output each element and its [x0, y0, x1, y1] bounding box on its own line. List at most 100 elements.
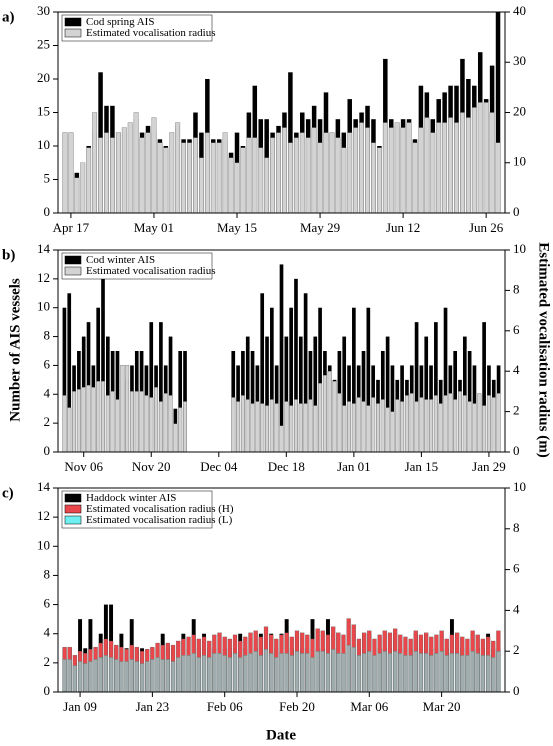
bar [149, 322, 154, 452]
bar [103, 655, 109, 693]
legend-swatch [64, 266, 82, 276]
bar [121, 127, 127, 214]
legend-label: Cod winter AIS [86, 254, 155, 266]
bar [434, 322, 438, 452]
x-tick-label: May 01 [134, 220, 174, 235]
bar [327, 371, 332, 453]
bar [181, 142, 187, 214]
bar [154, 387, 159, 453]
y2-tick-label: 10 [513, 154, 526, 169]
bar [365, 127, 370, 214]
bar [149, 397, 154, 453]
bar [76, 389, 81, 453]
bar [139, 137, 145, 214]
bar [448, 117, 453, 214]
y2-tick-label: 10 [513, 479, 526, 494]
x-axis-label: Date [266, 727, 296, 743]
x-tick-label: May 29 [300, 220, 340, 235]
bar [496, 651, 501, 693]
bar [294, 278, 298, 452]
y2-tick-label: 0 [513, 443, 520, 458]
bar [305, 137, 311, 214]
bar [371, 397, 376, 453]
panel-label: c) [2, 485, 14, 501]
y-tick-label: 2 [44, 414, 51, 429]
bar [491, 397, 496, 453]
bar [240, 395, 245, 453]
bar [134, 391, 139, 453]
bar [96, 381, 101, 453]
legend-swatch [64, 17, 82, 27]
panel-label: b) [2, 247, 15, 263]
bar [105, 336, 110, 452]
bar [467, 401, 472, 453]
bar [341, 147, 347, 214]
bar [356, 655, 362, 693]
y2-tick-label: 30 [513, 53, 526, 68]
bar [104, 132, 109, 214]
legend-label: Haddock winter AIS [86, 492, 176, 504]
y-tick-label: 0 [44, 683, 51, 698]
y-tick-label: 4 [44, 385, 51, 400]
bar [93, 659, 98, 693]
bar [317, 142, 323, 214]
bar [191, 653, 196, 693]
bar [387, 653, 393, 693]
bar [366, 307, 371, 452]
bar [77, 661, 83, 693]
bar [270, 307, 274, 452]
bar [454, 653, 460, 693]
bar [400, 127, 406, 214]
bar [186, 655, 191, 693]
bar [453, 399, 458, 453]
bar [465, 655, 470, 693]
y2-tick-label: 6 [513, 322, 520, 337]
bar [160, 659, 165, 693]
bar [139, 391, 144, 453]
bar [460, 655, 465, 693]
bar [393, 651, 398, 693]
bar [409, 393, 414, 453]
x-tick-label: Mar 20 [423, 699, 461, 714]
bar [145, 132, 151, 214]
bar [305, 653, 310, 693]
panel-label: a) [2, 9, 15, 25]
y2-tick-label: 10 [513, 241, 526, 256]
bar [170, 661, 176, 693]
bar [269, 653, 274, 693]
bar [485, 655, 491, 693]
y-tick-label: 6 [44, 356, 51, 371]
bar [352, 307, 356, 452]
bar [210, 142, 216, 214]
bar [105, 395, 110, 453]
y-tick-label: 30 [37, 3, 50, 18]
bar [313, 336, 318, 452]
bar [62, 307, 67, 452]
bar [395, 399, 400, 453]
x-tick-label: Jun 26 [469, 220, 504, 235]
bar [294, 651, 300, 693]
x-tick-label: Nov 20 [132, 459, 171, 474]
bar [382, 651, 387, 693]
bar [67, 407, 72, 453]
y2-tick-label: 4 [513, 362, 520, 377]
y-tick-label: 0 [44, 443, 51, 458]
bar [289, 307, 293, 452]
y2-tick-label: 8 [513, 520, 520, 535]
legend-box [61, 14, 213, 42]
plot-frame [57, 487, 506, 693]
y-tick-label: 20 [37, 70, 50, 85]
legend-label: Estimated vocalisation radius [86, 27, 216, 39]
bar [176, 657, 181, 693]
bar [377, 653, 382, 693]
bar [438, 403, 443, 453]
bar [443, 307, 448, 452]
bar [178, 351, 183, 452]
bar [322, 375, 327, 453]
bar [139, 663, 145, 693]
bar [293, 399, 298, 453]
bar [486, 395, 491, 453]
y-tick-label: 12 [37, 508, 50, 523]
bar [408, 655, 413, 693]
